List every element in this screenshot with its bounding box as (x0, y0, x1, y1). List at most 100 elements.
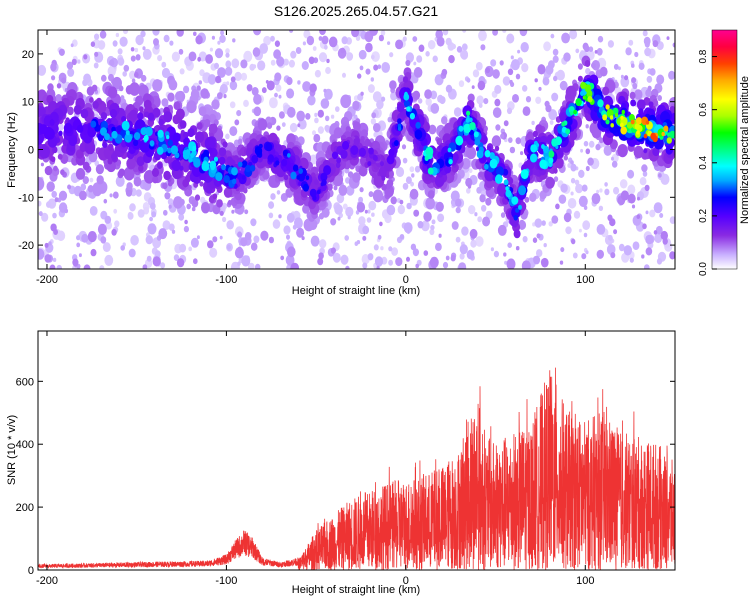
spectral-blob (505, 189, 512, 198)
spectral-blob (141, 74, 147, 82)
spectral-blob (409, 112, 415, 120)
spectral-blob (359, 65, 364, 71)
spectral-blob (340, 254, 349, 265)
x-tick-label: 0 (403, 575, 409, 587)
spectral-blob (555, 203, 560, 210)
spectral-blob (38, 211, 43, 217)
spectral-blob (167, 92, 175, 102)
spectral-blob (129, 109, 138, 121)
spectral-blob (200, 88, 209, 99)
spectral-blob (490, 59, 497, 67)
spectral-blob (573, 210, 581, 219)
spectral-blob (653, 230, 658, 235)
spectral-blob (518, 204, 522, 210)
spectral-blob (340, 94, 352, 109)
spectral-blob (115, 32, 120, 38)
spectral-blob (227, 199, 232, 206)
x-tick-label: 0 (403, 274, 409, 286)
spectral-blob (437, 213, 445, 223)
spectral-blob (507, 242, 512, 248)
spectral-blob (596, 224, 606, 235)
spectral-blob (458, 80, 465, 88)
spectral-blob (183, 85, 190, 94)
spectral-blob (87, 185, 94, 193)
spectral-blob (156, 146, 164, 155)
spectral-blob (461, 43, 468, 51)
spectral-blob (345, 265, 350, 269)
spectral-blob (221, 164, 226, 171)
spectral-blob (395, 257, 403, 267)
spectral-blob (435, 242, 442, 252)
colorbar-label: Normalized spectral amplitude (739, 76, 750, 224)
spectral-blob (38, 248, 45, 260)
y-tick-label: 200 (16, 502, 34, 514)
spectral-blob (609, 115, 614, 120)
spectral-blob (163, 209, 168, 216)
spectral-blob (38, 200, 42, 207)
spectral-blob (344, 235, 350, 241)
spectral-blob (229, 80, 238, 91)
spectral-blob (646, 75, 653, 83)
spectral-blob (333, 185, 338, 191)
spectral-blob (250, 218, 257, 227)
spectral-blob (372, 189, 384, 203)
spectral-blob (225, 60, 232, 68)
spectral-blob (371, 172, 377, 179)
spectral-blob (287, 153, 291, 158)
spectral-blob (466, 110, 471, 116)
spectral-blob (295, 47, 302, 54)
spectral-blob (347, 215, 351, 220)
spectral-blob (100, 112, 108, 120)
spectral-blob (644, 47, 652, 57)
spectral-blob (94, 33, 100, 40)
spectral-blob (50, 63, 57, 72)
spectral-blob (152, 175, 159, 184)
spectral-blob (386, 204, 396, 216)
spectral-blob (292, 164, 299, 172)
spectral-blob (325, 115, 330, 122)
spectral-blob (370, 118, 377, 125)
spectral-blob (473, 131, 479, 138)
spectral-blob (508, 137, 513, 144)
spectral-blob (472, 69, 480, 78)
spectral-blob (158, 228, 168, 240)
spectral-blob (332, 252, 341, 263)
spectral-blob (167, 180, 173, 187)
spectral-blob (654, 233, 663, 244)
spectral-blob (570, 177, 576, 184)
spectral-blob (253, 93, 262, 105)
spectral-blob (367, 84, 375, 93)
spectral-blob (225, 52, 230, 58)
spectral-blob (658, 173, 662, 178)
spectral-blob (274, 72, 282, 82)
spectral-blob (328, 36, 338, 48)
spectral-blob (610, 252, 616, 259)
spectral-blob (644, 184, 650, 192)
spectral-blob (280, 255, 285, 261)
spectral-blob (587, 96, 593, 103)
spectral-blob (638, 62, 645, 70)
spectral-blob (535, 96, 542, 105)
spectral-blob (140, 127, 147, 136)
spectral-blob (217, 92, 223, 100)
spectral-blob (655, 225, 663, 235)
spectral-blob (395, 39, 404, 50)
spectral-blob (362, 235, 367, 241)
spectral-blob (380, 161, 384, 167)
spectral-blob (595, 143, 601, 151)
spectral-blob (257, 118, 268, 131)
spectral-blob (604, 182, 608, 187)
spectral-blob (46, 181, 55, 192)
spectral-blob (390, 196, 397, 205)
spectral-blob (665, 145, 673, 155)
spectral-blob (209, 47, 213, 52)
spectral-blob (60, 169, 65, 176)
spectral-blob (39, 145, 50, 159)
spectral-blob (137, 112, 144, 120)
spectral-blob (252, 64, 257, 69)
spectral-blob (430, 224, 435, 231)
spectral-blob (570, 191, 574, 196)
spectral-blob (548, 157, 554, 164)
spectral-blob (219, 235, 223, 240)
spectral-blob (276, 125, 281, 131)
